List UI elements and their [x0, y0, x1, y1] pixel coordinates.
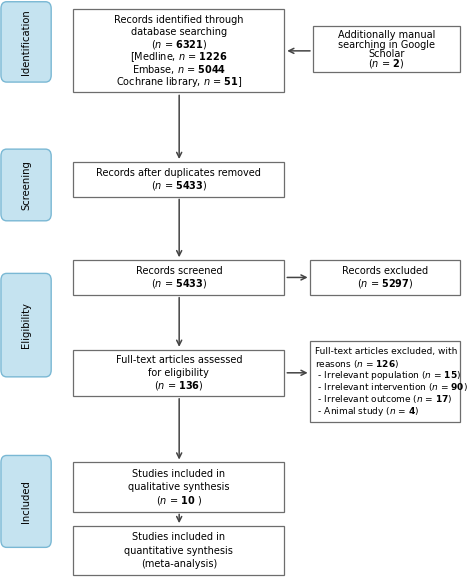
FancyBboxPatch shape [310, 260, 460, 295]
Text: for eligibility: for eligibility [148, 368, 210, 378]
Text: Eligibility: Eligibility [21, 302, 31, 348]
Text: reasons ($n$ = $\mathbf{126}$): reasons ($n$ = $\mathbf{126}$) [315, 358, 400, 369]
FancyBboxPatch shape [73, 162, 284, 197]
FancyBboxPatch shape [1, 273, 51, 377]
Text: ($n$ = $\mathbf{5433}$): ($n$ = $\mathbf{5433}$) [151, 179, 207, 192]
Text: Studies included in: Studies included in [132, 532, 226, 542]
Text: Embase, $n$ = $\mathbf{5044}$: Embase, $n$ = $\mathbf{5044}$ [132, 63, 226, 76]
Text: ($n$ = $\mathbf{5297}$): ($n$ = $\mathbf{5297}$) [357, 277, 413, 290]
FancyBboxPatch shape [1, 455, 51, 547]
FancyBboxPatch shape [73, 9, 284, 92]
FancyBboxPatch shape [73, 260, 284, 295]
Text: [Medline, $n$ = $\mathbf{1226}$: [Medline, $n$ = $\mathbf{1226}$ [130, 50, 228, 64]
Text: ($n$ = $\mathbf{2}$): ($n$ = $\mathbf{2}$) [368, 57, 404, 69]
Text: - Animal study ($n$ = $\mathbf{4}$): - Animal study ($n$ = $\mathbf{4}$) [315, 405, 419, 418]
Text: Studies included in: Studies included in [132, 469, 226, 479]
Text: Scholar: Scholar [368, 49, 404, 59]
FancyBboxPatch shape [73, 526, 284, 575]
Text: Additionally manual: Additionally manual [337, 30, 435, 40]
Text: (meta-analysis): (meta-analysis) [141, 559, 217, 569]
Text: qualitative synthesis: qualitative synthesis [128, 482, 230, 492]
Text: Cochrane library, $n$ = $\mathbf{51}$]: Cochrane library, $n$ = $\mathbf{51}$] [116, 75, 242, 88]
Text: - Irrelevant intervention ($n$ = $\mathbf{90}$): - Irrelevant intervention ($n$ = $\mathb… [315, 381, 468, 394]
Text: Records excluded: Records excluded [342, 266, 428, 276]
FancyBboxPatch shape [73, 462, 284, 512]
Text: quantitative synthesis: quantitative synthesis [125, 546, 233, 555]
FancyBboxPatch shape [73, 350, 284, 396]
Text: Included: Included [21, 480, 31, 523]
Text: database searching: database searching [131, 27, 227, 37]
Text: Full-text articles excluded, with: Full-text articles excluded, with [315, 347, 457, 356]
Text: Screening: Screening [21, 160, 31, 210]
FancyBboxPatch shape [313, 26, 460, 72]
Text: ($n$ = $\mathbf{5433}$): ($n$ = $\mathbf{5433}$) [151, 277, 207, 290]
FancyBboxPatch shape [310, 341, 460, 422]
Text: - Irrelevant population ($n$ = $\mathbf{15}$): - Irrelevant population ($n$ = $\mathbf{… [315, 369, 461, 382]
Text: Identification: Identification [21, 9, 31, 75]
FancyBboxPatch shape [1, 2, 51, 82]
Text: Records after duplicates removed: Records after duplicates removed [97, 168, 261, 178]
Text: Records screened: Records screened [136, 266, 222, 276]
Text: - Irrelevant outcome ($n$ = $\mathbf{17}$): - Irrelevant outcome ($n$ = $\mathbf{17}… [315, 394, 453, 405]
Text: ($n$ = $\mathbf{6321}$): ($n$ = $\mathbf{6321}$) [151, 38, 207, 51]
Text: ($n$ = $\mathbf{136}$): ($n$ = $\mathbf{136}$) [154, 379, 204, 392]
Text: searching in Google: searching in Google [338, 39, 435, 50]
Text: Records identified through: Records identified through [114, 14, 244, 24]
FancyBboxPatch shape [1, 149, 51, 221]
Text: Full-text articles assessed: Full-text articles assessed [116, 355, 242, 365]
Text: ($n$ = $\mathbf{10}$ ): ($n$ = $\mathbf{10}$ ) [156, 494, 202, 507]
